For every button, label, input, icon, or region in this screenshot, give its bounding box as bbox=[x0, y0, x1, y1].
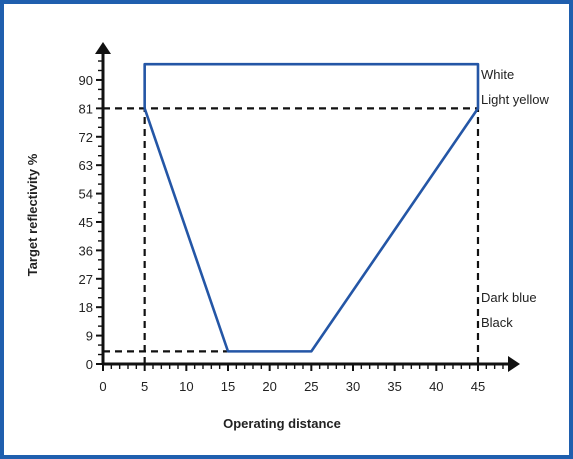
y-tick-label: 72 bbox=[79, 130, 93, 145]
series-line-0 bbox=[143, 62, 480, 353]
x-tick-label: 25 bbox=[304, 379, 318, 394]
x-tick-label: 40 bbox=[429, 379, 443, 394]
x-tick-label: 0 bbox=[99, 379, 106, 394]
x-tick-label: 45 bbox=[471, 379, 485, 394]
annotation-dark-blue: Dark blue bbox=[481, 290, 537, 305]
x-tick-label: 35 bbox=[387, 379, 401, 394]
x-tick-label: 10 bbox=[179, 379, 193, 394]
annotation-light-yellow: Light yellow bbox=[481, 92, 550, 107]
y-tick-label: 36 bbox=[79, 243, 93, 258]
x-axis-title: Operating distance bbox=[223, 416, 341, 431]
y-tick-label: 18 bbox=[79, 300, 93, 315]
x-tick-label: 5 bbox=[141, 379, 148, 394]
annotation-white: White bbox=[481, 67, 514, 82]
series-layer bbox=[143, 62, 480, 353]
reference-lines bbox=[103, 107, 480, 364]
y-tick-label: 90 bbox=[79, 73, 93, 88]
x-tick-label: 20 bbox=[262, 379, 276, 394]
y-tick-label: 81 bbox=[79, 101, 93, 116]
y-tick-label: 54 bbox=[79, 187, 93, 202]
x-tick-label: 30 bbox=[346, 379, 360, 394]
x-tick-label: 15 bbox=[221, 379, 235, 394]
ticks: 0 5 10 15 20 25 30 35 40 45 0 9 18 27 36 45 54 63 72 81 90 bbox=[79, 60, 504, 394]
y-tick-label: 27 bbox=[79, 272, 93, 287]
y-axis-title: Target reflectivity % bbox=[25, 153, 40, 276]
y-tick-label: 9 bbox=[86, 329, 93, 344]
y-axis-arrow bbox=[95, 42, 111, 54]
annotation-black: Black bbox=[481, 315, 513, 330]
y-tick-label: 63 bbox=[79, 158, 93, 173]
axes bbox=[95, 42, 520, 372]
y-tick-label: 45 bbox=[79, 215, 93, 230]
y-tick-label: 0 bbox=[86, 357, 93, 372]
x-axis-arrow bbox=[508, 356, 520, 372]
